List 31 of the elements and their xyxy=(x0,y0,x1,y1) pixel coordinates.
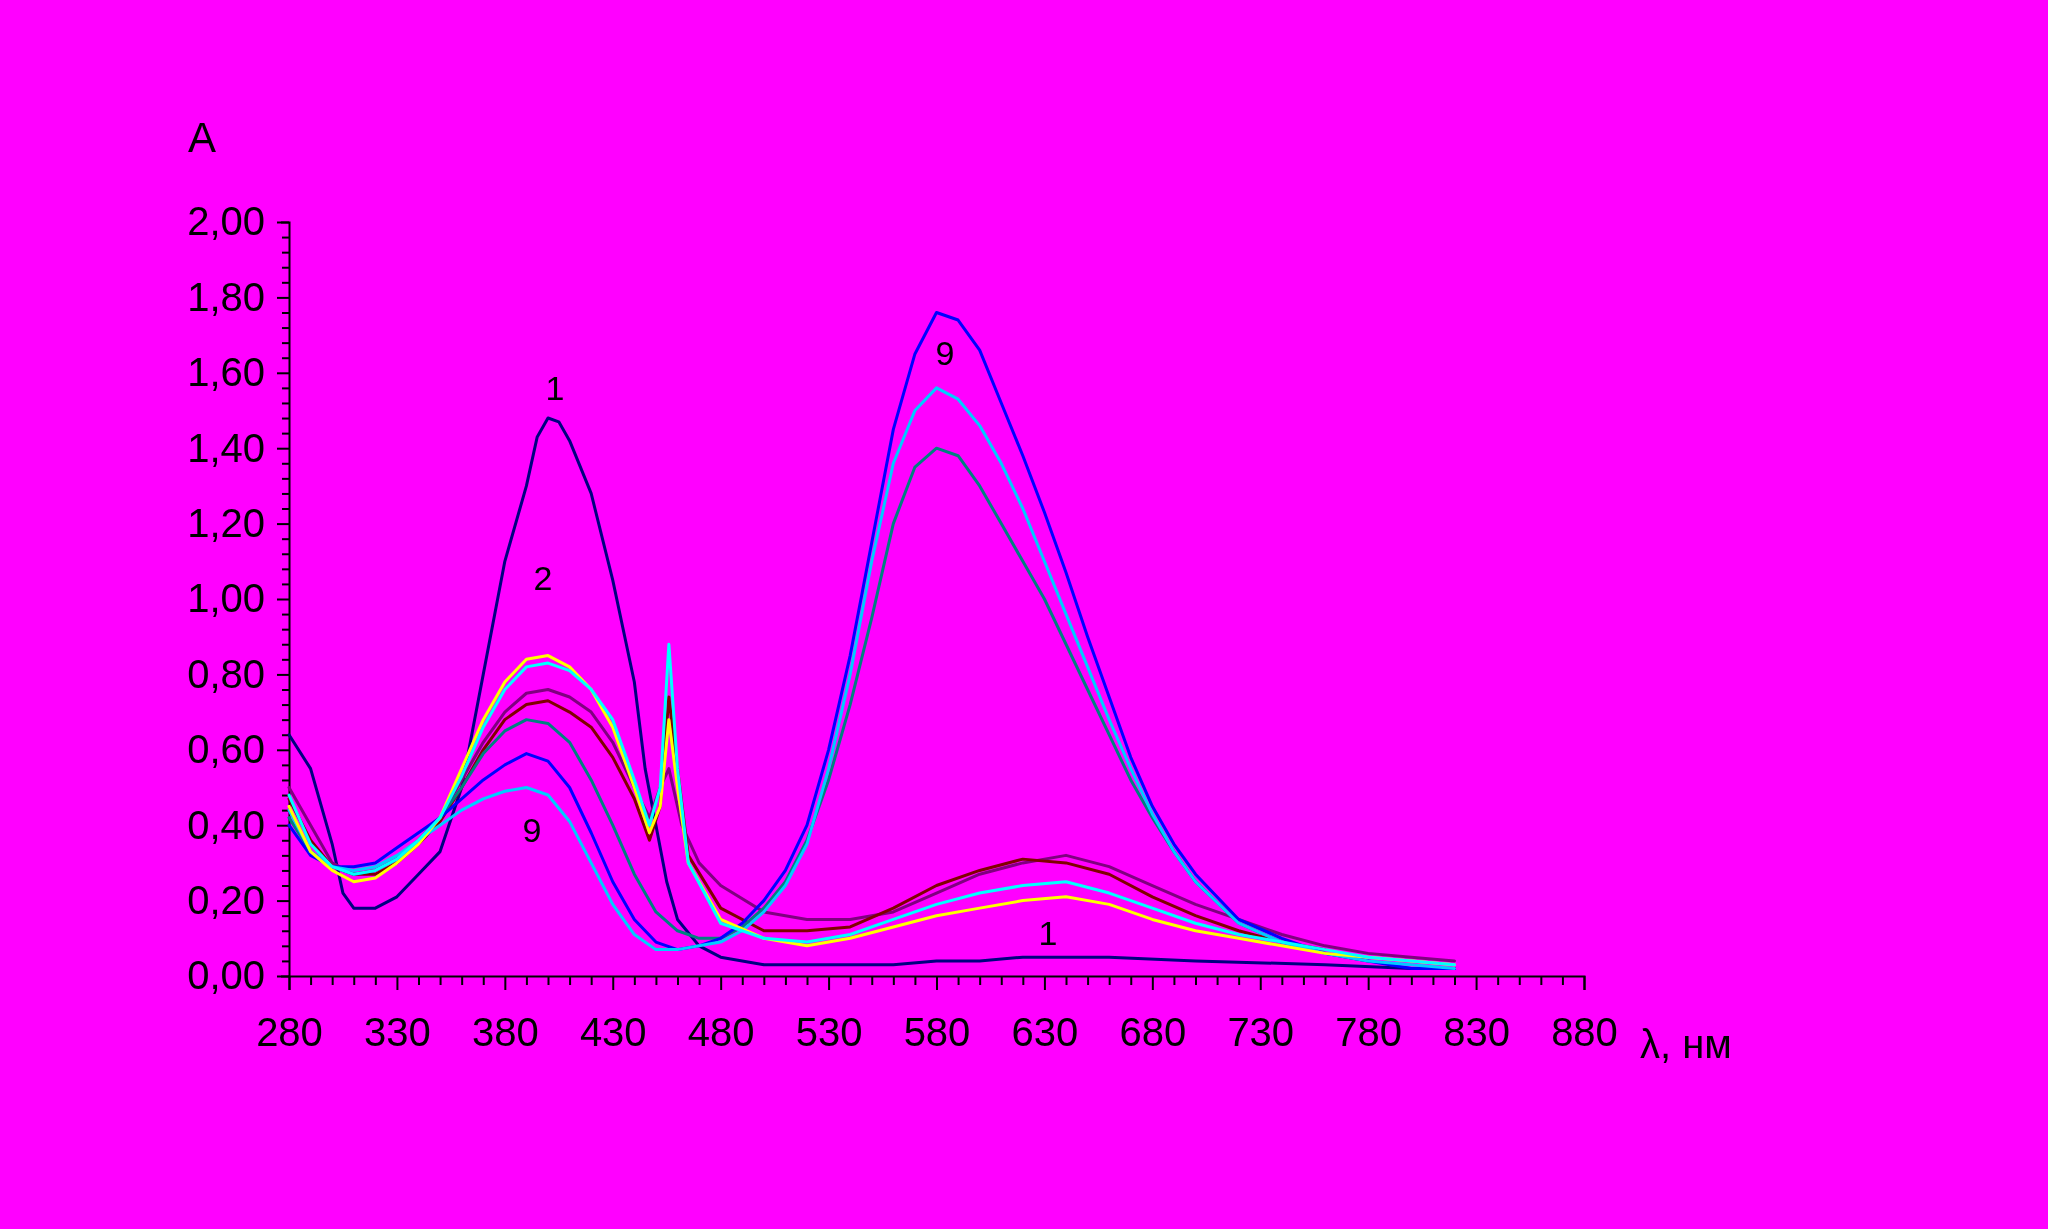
y-tick-label: 1,80 xyxy=(187,274,265,319)
x-tick-label: 730 xyxy=(1227,1010,1295,1055)
x-tick-label: 380 xyxy=(471,1010,539,1055)
annotation: 9 xyxy=(935,334,955,372)
y-tick-label: 1,20 xyxy=(187,500,265,545)
x-axis-title: λ, нм xyxy=(1640,1022,1732,1066)
y-tick-label: 1,60 xyxy=(187,350,265,395)
annotation: 9 xyxy=(522,811,542,849)
y-tick-label: 0,40 xyxy=(187,802,265,847)
y-tick-label: 1,00 xyxy=(187,576,265,621)
x-tick-label: 530 xyxy=(795,1010,863,1055)
y-tick-label: 0,60 xyxy=(187,727,265,772)
x-tick-label: 580 xyxy=(903,1010,971,1055)
y-tick-label: 2,00 xyxy=(187,199,265,244)
y-axis-title: A xyxy=(187,114,217,161)
y-tick-label: 0,00 xyxy=(187,953,265,998)
x-tick-label: 830 xyxy=(1443,1010,1510,1055)
annotation: 2 xyxy=(533,559,553,597)
x-tick-label: 880 xyxy=(1551,1010,1618,1055)
x-tick-label: 630 xyxy=(1011,1010,1079,1055)
annotation: 1 xyxy=(1038,914,1058,952)
x-tick-label: 680 xyxy=(1119,1010,1187,1055)
y-tick-label: 0,80 xyxy=(187,651,265,696)
x-tick-label: 480 xyxy=(687,1010,755,1055)
x-tick-label: 780 xyxy=(1335,1010,1403,1055)
y-tick-label: 1,40 xyxy=(187,425,265,470)
annotation: 1 xyxy=(545,369,565,407)
x-tick-label: 330 xyxy=(364,1010,431,1055)
y-tick-label: 0,20 xyxy=(187,877,265,922)
x-tick-label: 280 xyxy=(256,1010,323,1055)
x-tick-label: 430 xyxy=(579,1010,647,1055)
